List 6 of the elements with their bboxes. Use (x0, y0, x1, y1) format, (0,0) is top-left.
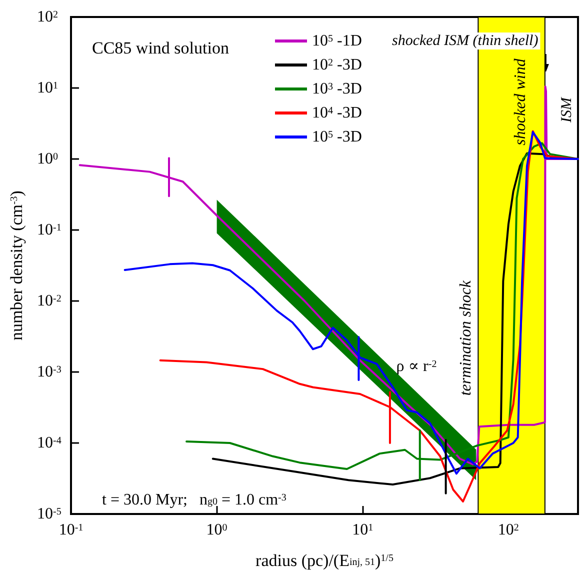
annotation: termination shock (458, 280, 475, 396)
band-label: shocked wind (512, 58, 529, 146)
y-axis-title: number density (cm-3) (7, 190, 26, 340)
annotation: shocked ISM (thin shell) (392, 33, 538, 49)
annotation: CC85 wind solution (92, 38, 230, 58)
annotation: ISM (559, 96, 575, 124)
